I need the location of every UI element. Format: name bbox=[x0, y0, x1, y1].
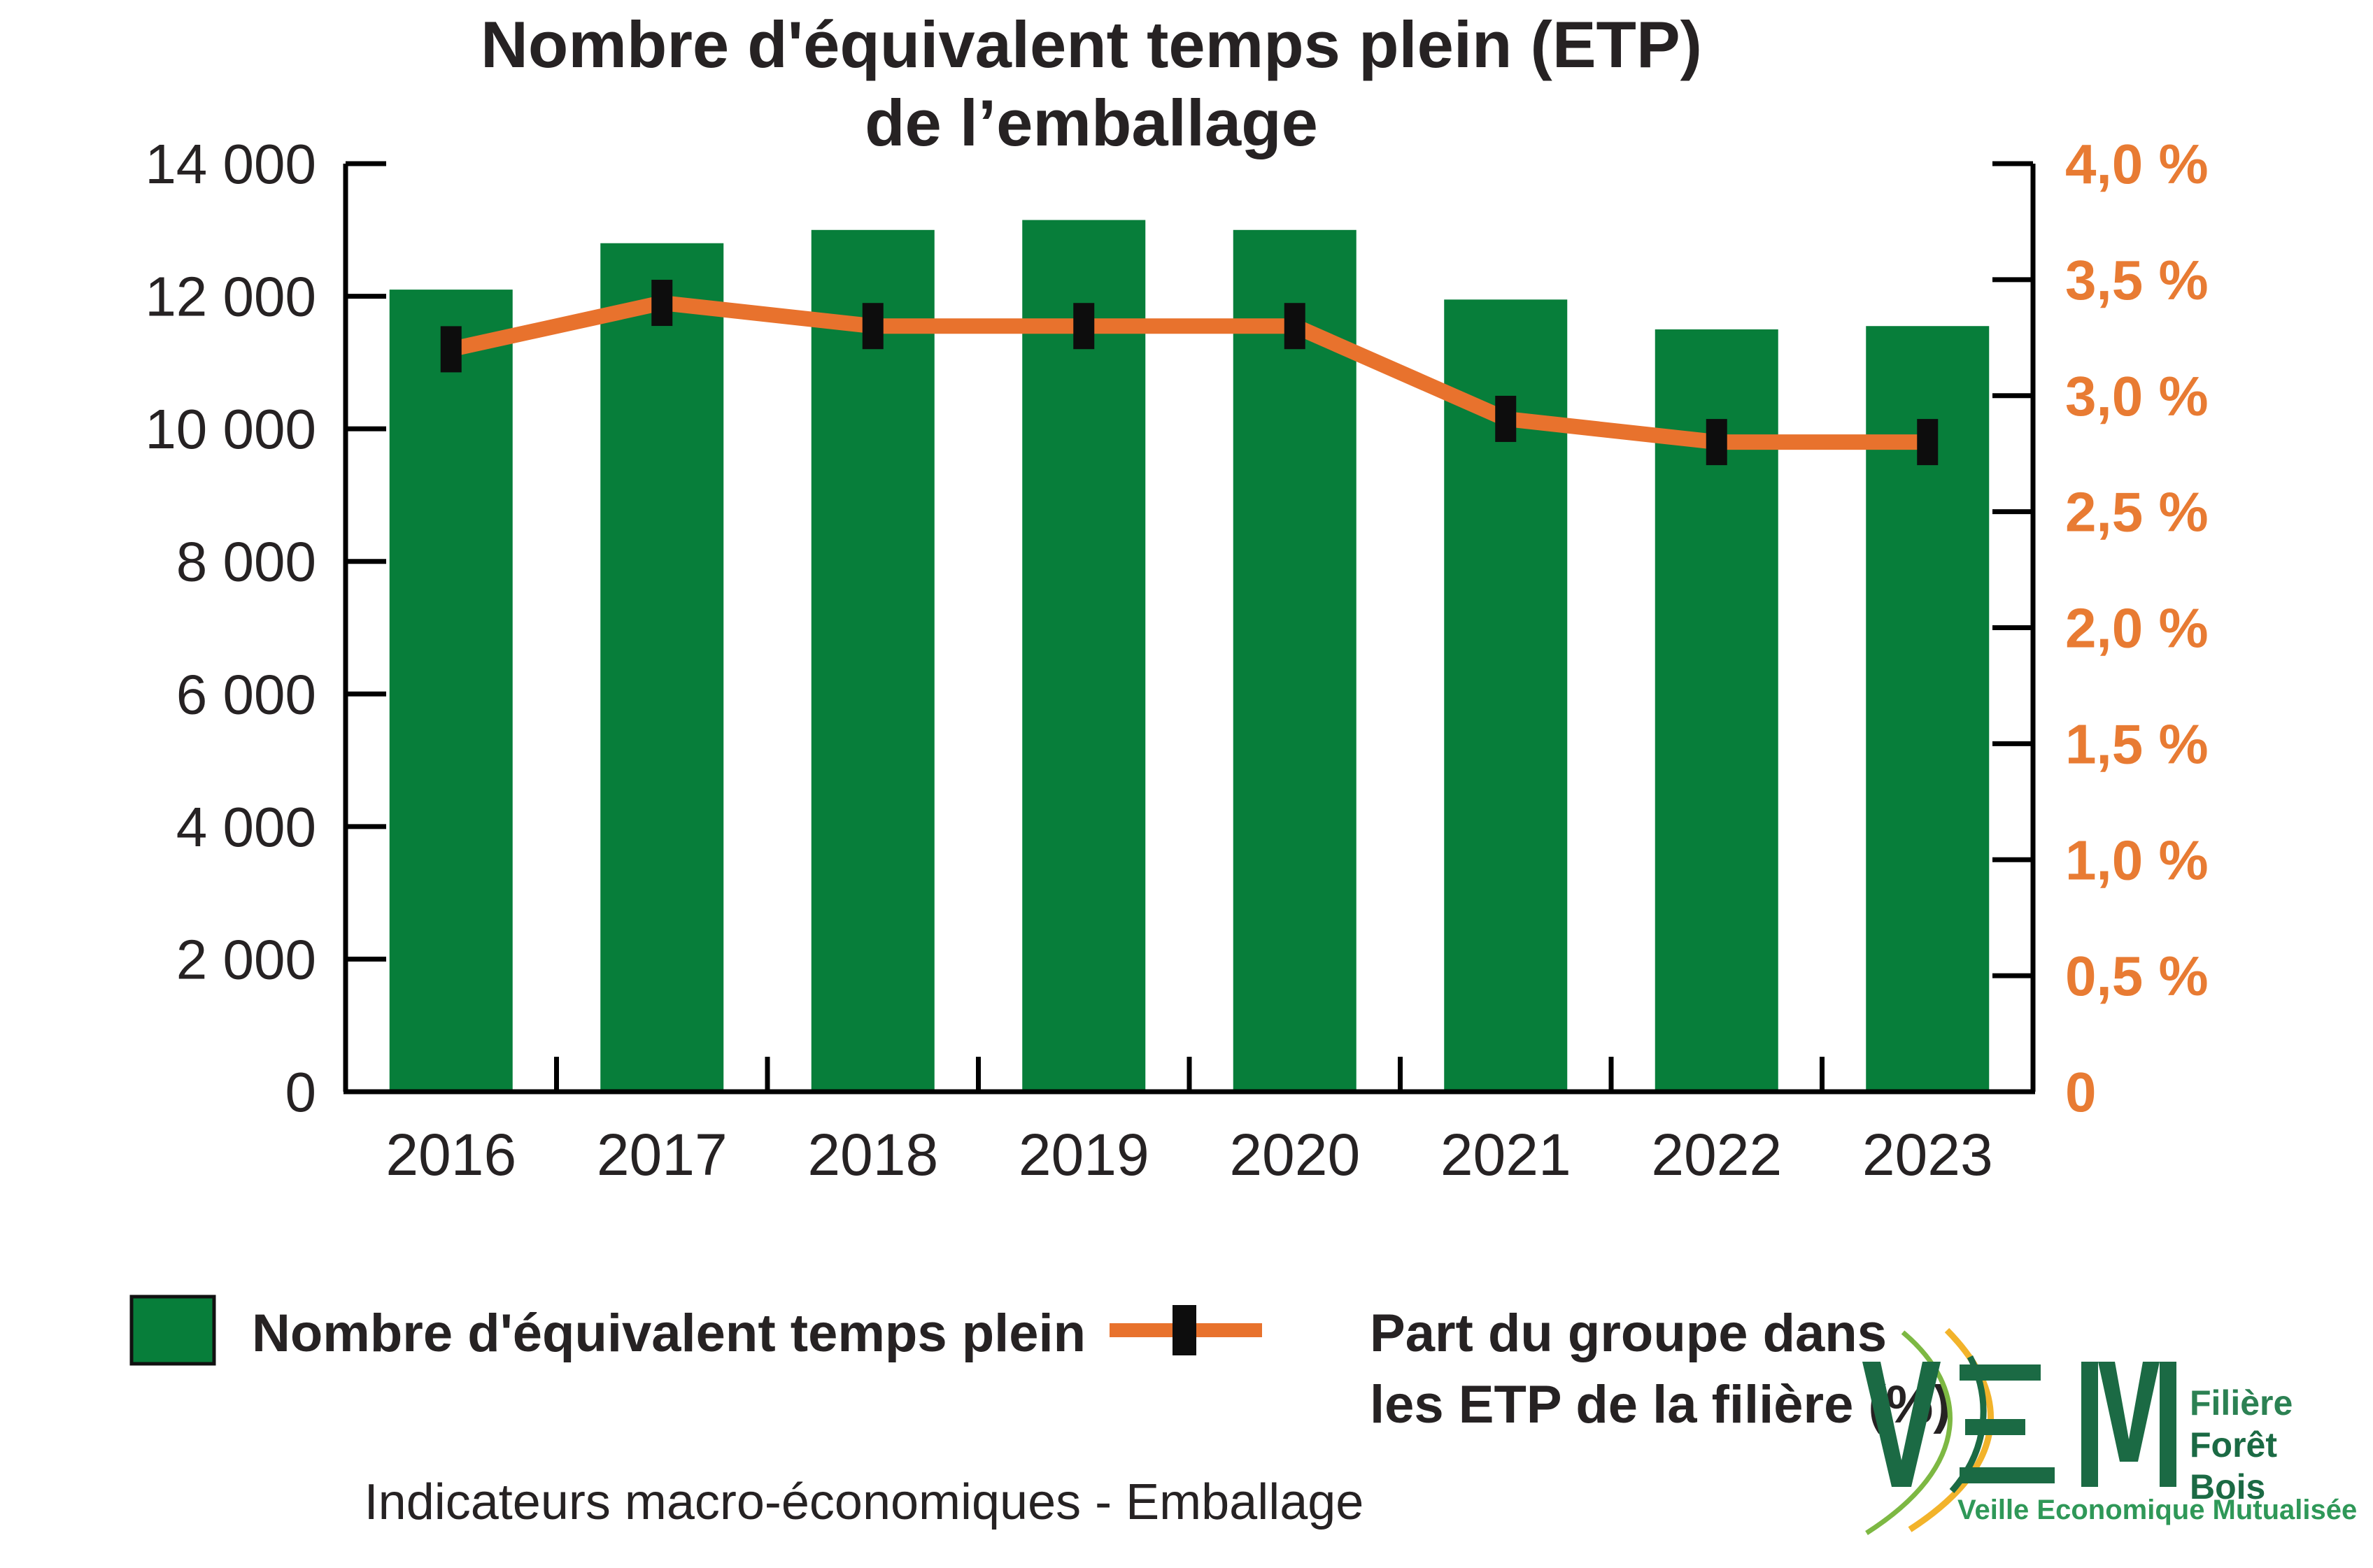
percent-line bbox=[449, 295, 1928, 450]
bar-2017 bbox=[600, 243, 724, 1092]
logo-text-bois: Bois bbox=[2190, 1467, 2265, 1506]
bar-2018 bbox=[811, 229, 935, 1092]
logo-letter-e-bar-middle bbox=[1965, 1419, 2025, 1435]
percent-marker-2016 bbox=[440, 326, 462, 373]
legend-line-marker bbox=[1173, 1305, 1196, 1355]
percent-marker-2018 bbox=[862, 303, 884, 350]
logo-letter-m-left bbox=[2081, 1362, 2098, 1487]
logo-text-filiere: Filière bbox=[2190, 1383, 2293, 1423]
x-axis-label-2022: 2022 bbox=[1651, 1122, 1782, 1188]
legend-bar-swatch bbox=[129, 1295, 216, 1366]
logo-letter-m-middle bbox=[2098, 1362, 2160, 1462]
percent-marker-2023 bbox=[1917, 419, 1939, 466]
left-axis-tick-label: 10 000 bbox=[145, 398, 316, 460]
logo-tagline: Veille Economique Mutualisée bbox=[1957, 1495, 2357, 1525]
right-axis-labels: 0 0,5 % 1,0 % 1,5 % 2,0 % 2,5 % 3,0 % 3,5 % 4,0 … bbox=[2065, 133, 2209, 1123]
x-axis-labels: 2016 2017 2018 2019 2020 2021 2022 2023 bbox=[385, 1122, 1992, 1188]
x-axis-label-2016: 2016 bbox=[385, 1122, 516, 1188]
percent-marker-2019 bbox=[1073, 303, 1095, 350]
right-axis-tick-label: 1,0 % bbox=[2065, 829, 2209, 891]
percent-marker-2021 bbox=[1495, 395, 1517, 442]
logo-letter-v bbox=[1862, 1362, 1941, 1487]
bar-2020 bbox=[1233, 229, 1356, 1092]
left-axis-tick-label: 0 bbox=[285, 1061, 317, 1123]
right-axis-tick-label: 1,5 % bbox=[2065, 713, 2209, 775]
legend-line-label-line2: les ETP de la filière (%) bbox=[1370, 1375, 1951, 1434]
x-axis-label-2018: 2018 bbox=[807, 1122, 938, 1188]
percent-marker-2020 bbox=[1284, 303, 1305, 350]
line-series bbox=[440, 280, 1939, 466]
footer-caption: Indicateurs macro-économiques - Emballag… bbox=[364, 1474, 1364, 1530]
right-axis-tick-label: 3,5 % bbox=[2065, 249, 2209, 311]
legend: Nombre d'équivalent temps plein Part du … bbox=[129, 1295, 1951, 1434]
left-axis-tick-label: 4 000 bbox=[176, 796, 316, 858]
percent-marker-2017 bbox=[651, 280, 673, 327]
logo-letter-m-right bbox=[2160, 1362, 2176, 1487]
logo-letter-e-bar-top bbox=[1960, 1364, 2041, 1381]
right-axis-tick-label: 0 bbox=[2065, 1061, 2097, 1123]
right-axis-tick-label: 2,0 % bbox=[2065, 597, 2209, 660]
logo-arc-light-green bbox=[1865, 1330, 1953, 1535]
bar-2016 bbox=[389, 290, 513, 1092]
right-axis-tick-label: 4,0 % bbox=[2065, 133, 2209, 195]
x-axis-label-2020: 2020 bbox=[1229, 1122, 1360, 1188]
right-axis-tick-label: 3,0 % bbox=[2065, 365, 2209, 427]
left-axis-tick-label: 14 000 bbox=[145, 133, 316, 195]
right-axis-tick-label: 0,5 % bbox=[2065, 945, 2209, 1007]
logo-text-foret: Forêt bbox=[2190, 1425, 2277, 1464]
x-axis-label-2019: 2019 bbox=[1019, 1122, 1149, 1188]
bar-2019 bbox=[1022, 220, 1146, 1092]
x-axis-label-2023: 2023 bbox=[1862, 1122, 1993, 1188]
bar-series bbox=[389, 220, 1990, 1092]
vem-logo: Filière Forêt Bois Veille Economique Mut… bbox=[1862, 1327, 2357, 1535]
left-axis-labels: 0 2 000 4 000 6 000 8 000 10 000 12 000 14 000 bbox=[145, 133, 316, 1123]
x-axis-label-2017: 2017 bbox=[597, 1122, 728, 1188]
percent-marker-2022 bbox=[1706, 419, 1727, 466]
axes bbox=[343, 161, 2036, 1095]
chart-title-line1: Nombre d'équivalent temps plein (ETP) bbox=[481, 8, 1702, 81]
left-axis-tick-label: 2 000 bbox=[176, 928, 316, 990]
legend-line-label-line1: Part du groupe dans bbox=[1370, 1304, 1887, 1363]
legend-bar-label: Nombre d'équivalent temps plein bbox=[252, 1304, 1086, 1363]
left-axis-tick-label: 12 000 bbox=[145, 266, 316, 328]
right-axis-tick-label: 2,5 % bbox=[2065, 481, 2209, 543]
left-axis-tick-label: 6 000 bbox=[176, 663, 316, 725]
logo-letter-e-bar-bottom bbox=[1960, 1467, 2055, 1483]
left-axis-tick-label: 8 000 bbox=[176, 531, 316, 593]
x-axis-label-2021: 2021 bbox=[1440, 1122, 1571, 1188]
chart-title-line2: de l’emballage bbox=[865, 86, 1318, 159]
